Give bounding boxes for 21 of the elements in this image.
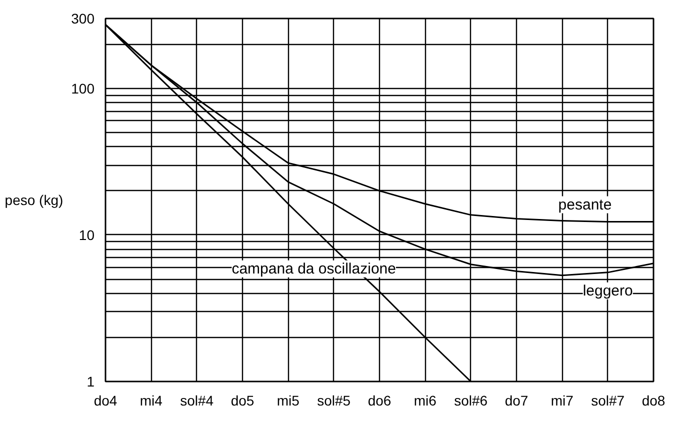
x-tick-label: sol#5 [317, 392, 351, 408]
x-tick-label: sol#7 [591, 392, 625, 408]
x-tick-label: mi4 [140, 392, 163, 408]
x-tick-label: mi6 [414, 392, 437, 408]
x-tick-label: do5 [230, 392, 254, 408]
y-axis-title: peso (kg) [4, 192, 64, 208]
x-tick-label: do4 [94, 392, 118, 408]
series-label: campana da oscillazione [232, 260, 396, 278]
x-tick-label: do7 [504, 392, 528, 408]
series-label: pesante [558, 196, 612, 214]
x-tick-label: sol#4 [180, 392, 214, 408]
x-tick-label: sol#6 [454, 392, 488, 408]
y-tick-label: 300 [71, 10, 95, 26]
y-tick-label: 1 [86, 374, 95, 390]
x-tick-label: mi7 [550, 392, 574, 408]
x-tick-label: do6 [368, 392, 392, 408]
y-tick-label: 100 [71, 80, 95, 96]
x-tick-label: mi5 [276, 392, 300, 408]
y-tick-label: 10 [78, 226, 95, 243]
series-label: leggero [582, 282, 633, 300]
x-tick-label: do8 [642, 392, 666, 408]
